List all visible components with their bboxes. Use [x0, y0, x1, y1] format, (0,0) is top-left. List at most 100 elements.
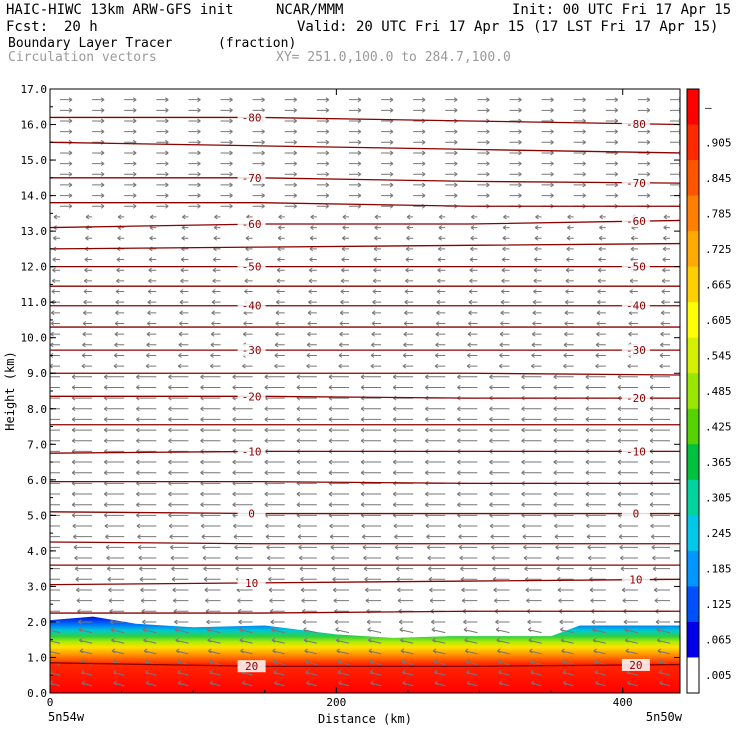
vector-arrow	[605, 97, 619, 103]
vector-arrow	[264, 417, 285, 422]
vector-arrow	[397, 598, 414, 604]
x-right-location: 5n50w	[646, 710, 683, 724]
vector-arrow	[660, 342, 670, 348]
vector-arrow	[457, 470, 478, 476]
vector-arrow	[303, 627, 317, 634]
vector-arrow	[106, 566, 125, 572]
vector-arrow	[206, 619, 221, 625]
vector-arrow	[220, 182, 233, 188]
contour-label: -20	[626, 392, 646, 405]
vector-arrow	[284, 161, 298, 167]
vector-arrow	[563, 363, 574, 369]
vector-arrow	[50, 514, 60, 516]
vector-arrow	[405, 267, 414, 273]
vector-arrow	[136, 459, 157, 465]
vector-arrow	[553, 385, 574, 390]
vector-arrow	[489, 427, 510, 433]
vector-arrow	[136, 406, 157, 412]
vector-arrow	[541, 150, 554, 156]
vector-arrow	[298, 544, 317, 550]
vector-arrow	[179, 321, 189, 326]
vector-arrow	[306, 363, 317, 369]
contour-line	[50, 578, 680, 586]
vector-arrow	[502, 246, 510, 252]
vector-arrow	[413, 161, 426, 167]
vector-arrow	[338, 353, 349, 358]
vector-arrow	[171, 566, 189, 572]
vector-arrow	[50, 589, 60, 591]
vector-arrow	[595, 363, 606, 369]
colorbar-swatch	[687, 89, 699, 126]
vector-arrow	[373, 267, 382, 273]
colorbar-swatch	[687, 408, 699, 445]
vector-arrow	[50, 440, 60, 442]
vector-arrow	[369, 669, 382, 676]
contour-label: -50	[242, 261, 262, 274]
vector-arrow	[573, 97, 586, 103]
vector-arrow	[521, 374, 542, 380]
vector-arrow	[284, 203, 298, 209]
vector-arrow	[296, 459, 317, 465]
vector-arrow	[596, 331, 606, 337]
vector-arrow	[598, 235, 606, 241]
vector-arrow	[437, 278, 446, 284]
vector-arrow	[50, 472, 60, 474]
vector-arrow	[509, 161, 522, 167]
vector-arrow	[60, 193, 73, 199]
vector-arrow	[509, 97, 522, 103]
vector-arrow	[534, 235, 542, 241]
contour-label-bg	[237, 445, 266, 458]
vector-arrow	[168, 427, 189, 433]
vector-arrow	[83, 310, 93, 316]
vector-arrow	[490, 544, 510, 550]
vector-arrow	[561, 648, 574, 655]
vector-arrow	[662, 267, 670, 273]
vector-arrow	[308, 289, 317, 294]
vector-arrow	[400, 648, 414, 655]
vector-arrow	[457, 406, 478, 412]
vector-arrow	[649, 470, 670, 476]
vector-arrow	[617, 374, 638, 380]
vector-arrow	[413, 107, 426, 113]
vector-arrow	[413, 139, 426, 145]
vector-arrow	[339, 331, 349, 337]
vector-arrow	[139, 576, 157, 582]
vector-arrow	[413, 129, 426, 135]
vector-arrow	[272, 659, 285, 666]
vector-arrow	[585, 385, 606, 390]
vector-arrow	[296, 470, 317, 476]
vector-arrow	[156, 193, 169, 199]
vector-arrow	[561, 659, 574, 666]
vector-arrow	[392, 438, 414, 444]
vector-arrow	[182, 214, 189, 220]
vector-arrow	[659, 363, 670, 369]
vector-arrow	[156, 161, 169, 167]
vector-arrow	[468, 289, 478, 294]
vector-arrow	[533, 289, 542, 294]
vector-arrow	[457, 385, 478, 390]
vector-arrow	[342, 225, 349, 230]
vector-arrow	[50, 386, 60, 388]
vector-arrow	[71, 512, 93, 518]
contour-line	[50, 242, 680, 250]
vector-arrow	[175, 637, 189, 644]
vector-arrow	[360, 427, 382, 433]
vector-arrow	[534, 246, 542, 252]
vector-arrow	[424, 406, 446, 412]
contour-label: 0	[248, 508, 255, 521]
vector-arrow	[276, 267, 285, 273]
vector-arrow	[360, 438, 382, 444]
vector-arrow	[496, 648, 510, 655]
vector-arrow	[328, 427, 349, 433]
vector-arrow	[300, 576, 317, 582]
vector-arrow	[563, 342, 574, 348]
vector-arrow	[402, 680, 414, 687]
vector-arrow	[553, 374, 574, 380]
vector-arrow	[60, 203, 73, 209]
vector-arrow	[328, 374, 349, 380]
vector-arrow	[592, 637, 606, 644]
vector-arrow	[445, 129, 458, 135]
vector-arrow	[573, 107, 586, 113]
vector-arrow	[333, 598, 349, 604]
